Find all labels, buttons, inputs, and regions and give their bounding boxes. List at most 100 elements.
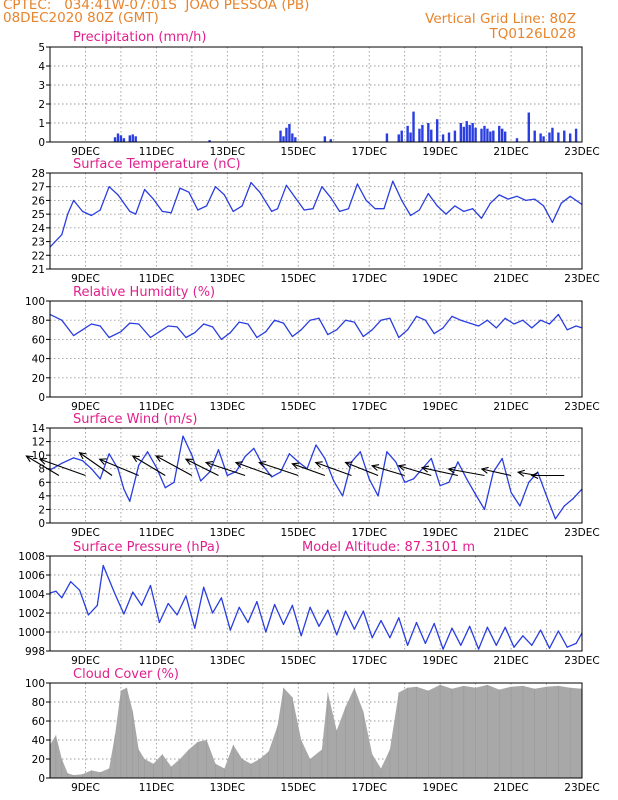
data-point (498, 194, 500, 196)
data-point (531, 644, 533, 646)
data-point (99, 325, 101, 327)
data-point (78, 589, 81, 591)
wind-vector (481, 468, 512, 477)
data-point (460, 319, 462, 321)
data-point (265, 631, 267, 633)
precip-bar (412, 111, 415, 142)
precip-bar (563, 130, 566, 142)
x-tick-label: 17DEC (351, 401, 386, 413)
data-point (377, 495, 379, 497)
data-point (300, 329, 302, 331)
y-tick-label: 8 (38, 464, 45, 476)
data-point (445, 213, 447, 215)
data-point (108, 186, 110, 188)
data-point (321, 186, 323, 188)
data-point (291, 604, 293, 607)
precip-bar (503, 131, 507, 142)
data-point (220, 597, 223, 599)
data-point (73, 457, 75, 459)
data-point (575, 325, 577, 327)
x-tick-label: 23DEC (564, 273, 599, 285)
x-tick-label: 17DEC (351, 527, 386, 539)
data-point (504, 317, 506, 319)
data-point (359, 451, 361, 453)
data-point (572, 497, 574, 500)
panel-temp: 9DEC 11DEC 13DEC 15DEC 17DEC 19DEC 21DEC 23DEC 2… (32, 157, 600, 285)
data-point (99, 478, 101, 480)
x-tick-label: 13DEC (210, 782, 245, 794)
data-point (55, 590, 57, 592)
data-point (143, 188, 146, 191)
data-point (200, 480, 202, 482)
data-point (336, 634, 338, 636)
data-point (67, 213, 69, 215)
wind-arrowhead (480, 466, 489, 474)
wind-arrowhead (397, 464, 406, 471)
data-point (203, 323, 205, 325)
y-tick-label: 12 (32, 437, 45, 449)
y-tick-label: 4 (38, 491, 45, 503)
y-tick-label: 4 (38, 61, 45, 73)
data-point (235, 470, 237, 473)
wind-vector (26, 455, 60, 476)
data-point (211, 612, 214, 614)
data-point (566, 646, 568, 648)
precip-bar (279, 130, 282, 142)
x-tick-label: 19DEC (422, 655, 457, 667)
data-point (454, 205, 456, 207)
data-point (73, 334, 75, 337)
data-point (380, 319, 382, 321)
data-point (466, 478, 468, 480)
y-tick-label: 22 (32, 250, 45, 262)
x-tick-label: 19DEC (422, 273, 457, 285)
data-point (436, 205, 438, 207)
panel-title: Precipitation (mm/h) (73, 30, 206, 45)
data-point (271, 210, 273, 212)
data-point (294, 197, 296, 199)
data-point (398, 617, 400, 619)
y-tick-label: 28 (32, 168, 45, 180)
wind-arrowhead (234, 461, 243, 468)
x-tick-label: 11DEC (139, 273, 174, 285)
data-point (114, 593, 116, 595)
precip-bar (447, 132, 451, 142)
panel-title: Surface Pressure (hPa) (73, 540, 220, 555)
data-point (374, 208, 376, 210)
data-point (551, 221, 554, 223)
precip-bar (400, 130, 403, 142)
cloud-area (50, 684, 582, 778)
x-tick-label: 15DEC (281, 655, 316, 667)
precip-bar (480, 128, 483, 142)
data-point (99, 209, 101, 211)
data-point (418, 209, 421, 211)
precip-bar (539, 133, 542, 142)
data-point (327, 609, 329, 611)
wind-arrowhead (291, 462, 300, 470)
data-point (386, 451, 388, 453)
x-tick-label: 17DEC (351, 782, 386, 794)
data-point (120, 331, 122, 333)
data-point (480, 217, 483, 219)
x-tick-label: 19DEC (422, 527, 457, 539)
data-point (129, 210, 131, 212)
wind-arrowhead (420, 465, 430, 473)
data-point (557, 630, 559, 632)
data-point (96, 604, 98, 607)
data-point (516, 195, 518, 197)
data-point (238, 606, 240, 608)
data-point (179, 187, 181, 189)
data-point (395, 461, 397, 463)
wind-arrowhead (98, 458, 107, 465)
precip-bar (468, 124, 471, 142)
y-tick-label: 6 (38, 477, 45, 489)
data-point (288, 453, 290, 455)
precip-bar (323, 136, 327, 142)
data-point (463, 210, 465, 212)
y-tick-label: 0 (38, 773, 45, 785)
precip-bar (483, 125, 486, 142)
data-point (451, 627, 453, 629)
x-tick-label: 23DEC (564, 655, 599, 667)
data-point (330, 197, 332, 199)
data-point (241, 205, 243, 207)
data-point (138, 464, 140, 466)
